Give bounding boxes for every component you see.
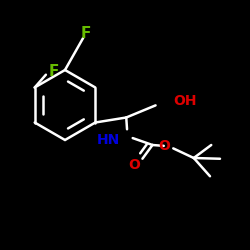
Text: F: F — [48, 64, 59, 79]
Text: O: O — [158, 139, 170, 153]
Text: F: F — [81, 26, 92, 41]
Text: OH: OH — [174, 94, 197, 108]
Text: O: O — [128, 158, 140, 172]
Text: HN: HN — [96, 132, 120, 146]
